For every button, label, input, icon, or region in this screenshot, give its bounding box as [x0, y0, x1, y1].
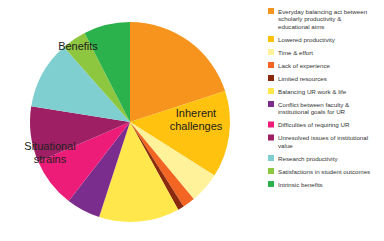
legend-swatch: [268, 62, 274, 68]
legend-swatch: [268, 75, 274, 81]
legend-swatch: [268, 155, 274, 161]
legend-label: Intrinsic benefits: [278, 181, 323, 188]
legend-label: Lowered productivity: [278, 36, 336, 43]
legend-label: Unresolved issues of institutionalvalue: [278, 134, 368, 149]
legend-swatch: [268, 88, 274, 94]
legend-label: Difficulties of requiring UR: [278, 121, 350, 128]
legend-label: Research productivity: [278, 155, 338, 162]
annotation: Inherentchallenges: [170, 107, 223, 132]
slice: [85, 22, 130, 122]
slice: [130, 22, 225, 122]
legend-label: Everyday balancing act betweenscholarly …: [278, 8, 368, 30]
pie: [30, 22, 230, 222]
legend-swatch: [268, 181, 274, 187]
annotation: Benefits: [58, 40, 98, 52]
legend-label: Time & effort: [278, 49, 313, 56]
legend-swatch: [268, 49, 274, 55]
annotations: Inherentchallenges Situationalstrains Bene…: [24, 40, 222, 165]
legend-swatch: [268, 36, 274, 42]
chart: Inherentchallenges Situationalstrains Bene…: [0, 0, 384, 241]
legend-label: Lack of experience: [278, 62, 330, 69]
legend-swatch: [268, 101, 274, 107]
legend-label: Balancing UR work & life: [278, 88, 347, 95]
annotation: Situationalstrains: [24, 140, 75, 165]
legend-swatch: [268, 168, 274, 174]
legend-label: Satisfactions in student outcomes: [278, 168, 370, 175]
legend-swatch: [268, 8, 274, 14]
legend-label: Conflict between faculty &institutional …: [278, 101, 350, 116]
legend-swatch: [268, 135, 274, 141]
legend-label: Limited resources: [278, 75, 327, 82]
legend: Everyday balancing act betweenscholarly …: [268, 8, 370, 188]
legend-swatch: [268, 122, 274, 128]
